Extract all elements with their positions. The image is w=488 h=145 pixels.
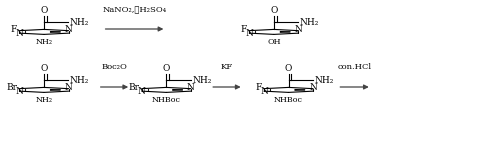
Text: NH₂: NH₂ — [299, 18, 319, 27]
Text: NH₂: NH₂ — [35, 38, 53, 46]
Text: O: O — [40, 6, 48, 15]
Text: Boc₂O: Boc₂O — [102, 63, 127, 71]
Text: NH₂: NH₂ — [314, 76, 333, 85]
Text: NH₂: NH₂ — [192, 76, 211, 85]
Text: NHBoc: NHBoc — [151, 96, 181, 104]
Text: N: N — [260, 87, 267, 96]
Text: NH₂: NH₂ — [70, 18, 89, 27]
Text: F: F — [240, 25, 246, 34]
Text: N: N — [16, 29, 23, 38]
Text: Br: Br — [128, 83, 139, 92]
Text: N: N — [16, 87, 23, 96]
Text: F: F — [11, 25, 17, 34]
Text: N: N — [294, 25, 302, 34]
Text: O: O — [40, 64, 48, 73]
Text: N: N — [245, 29, 253, 38]
Text: NH₂: NH₂ — [70, 76, 89, 85]
Text: NaNO₂,浓H₂SO₄: NaNO₂,浓H₂SO₄ — [102, 6, 166, 14]
Text: N: N — [308, 83, 316, 92]
Text: OH: OH — [266, 38, 280, 46]
Text: N: N — [138, 87, 145, 96]
Text: Br: Br — [6, 83, 17, 92]
Text: NH₂: NH₂ — [35, 96, 53, 104]
Text: KF: KF — [220, 63, 233, 71]
Text: N: N — [186, 83, 194, 92]
Text: F: F — [255, 83, 261, 92]
Text: O: O — [162, 64, 170, 73]
Text: con.HCl: con.HCl — [337, 63, 371, 71]
Text: NHBoc: NHBoc — [273, 96, 303, 104]
Text: O: O — [269, 6, 277, 15]
Text: N: N — [64, 25, 72, 34]
Text: N: N — [64, 83, 72, 92]
Text: O: O — [284, 64, 292, 73]
